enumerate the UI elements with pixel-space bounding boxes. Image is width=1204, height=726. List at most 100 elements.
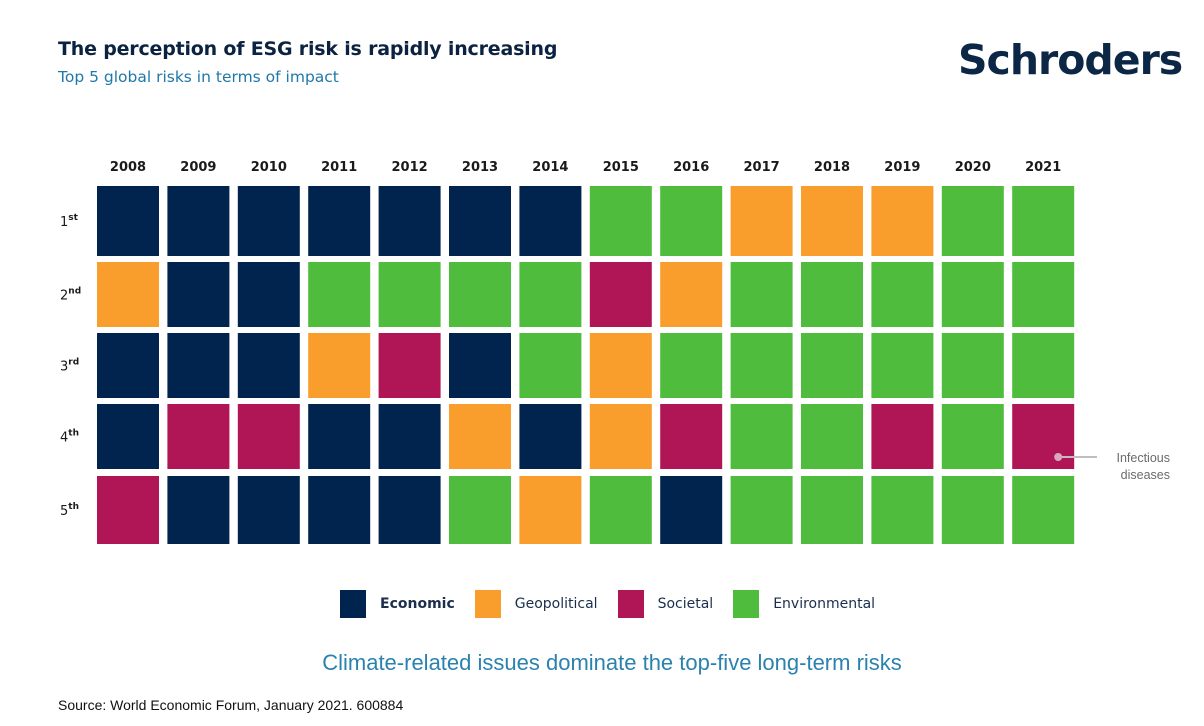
heatmap-cell bbox=[730, 404, 793, 469]
risk-heatmap: 2008 2009 2010 2011 2012 2013 2014 2015 2016 2017… bbox=[60, 160, 1170, 544]
heatmap-cell bbox=[941, 262, 1004, 327]
heatmap-cell bbox=[660, 476, 723, 544]
heatmap-cell bbox=[801, 186, 863, 256]
legend-swatch-economic bbox=[340, 590, 366, 618]
heatmap-cell bbox=[237, 186, 300, 256]
heatmap-cell bbox=[871, 333, 934, 398]
heatmap-cell bbox=[519, 404, 582, 469]
heatmap-cell bbox=[871, 404, 934, 469]
annotation-text: diseases bbox=[1121, 468, 1170, 482]
heatmap-cell bbox=[378, 404, 441, 469]
heatmap-cell bbox=[378, 262, 441, 327]
heatmap-cell bbox=[237, 333, 300, 398]
heatmap-cell bbox=[941, 186, 1004, 256]
heatmap-cell bbox=[871, 262, 934, 327]
heatmap-cell bbox=[308, 186, 371, 256]
legend-item-societal: Societal bbox=[617, 590, 714, 618]
legend-label-economic: Economic bbox=[380, 596, 455, 612]
heatmap-cell bbox=[308, 404, 371, 469]
tagline: Climate-related issues dominate the top-… bbox=[322, 650, 902, 675]
heatmap-cell bbox=[660, 262, 723, 327]
heatmap-cell bbox=[589, 186, 652, 256]
heatmap-cell bbox=[660, 186, 723, 256]
heatmap-cell bbox=[167, 262, 230, 327]
heatmap-cell bbox=[519, 476, 582, 544]
heatmap-cell bbox=[589, 476, 652, 544]
year-label: 2010 bbox=[251, 160, 287, 175]
heatmap-cell bbox=[1012, 262, 1075, 327]
source-note: Source: World Economic Forum, January 20… bbox=[58, 697, 404, 713]
heatmap-cell bbox=[519, 262, 582, 327]
heatmap-cell bbox=[519, 333, 582, 398]
heatmap-cell bbox=[97, 333, 159, 398]
heatmap-cell bbox=[449, 262, 511, 327]
heatmap-cell bbox=[1012, 186, 1075, 256]
heatmap-cell bbox=[801, 404, 863, 469]
rank-label: 5th bbox=[60, 502, 79, 519]
heatmap-cell bbox=[730, 333, 793, 398]
year-label: 2021 bbox=[1025, 160, 1061, 175]
heatmap-cell bbox=[237, 404, 300, 469]
legend-label-geopolitical: Geopolitical bbox=[514, 596, 598, 612]
schroders-logo: Schroders bbox=[958, 36, 1183, 84]
heatmap-cell bbox=[730, 262, 793, 327]
heatmap-cell bbox=[801, 476, 863, 544]
year-label: 2013 bbox=[462, 160, 498, 175]
annotation-marker bbox=[1054, 453, 1063, 461]
heatmap-cell bbox=[449, 186, 511, 256]
heatmap-cell bbox=[167, 404, 230, 469]
year-label: 2015 bbox=[603, 160, 639, 175]
legend-item-environmental: Environmental bbox=[733, 590, 875, 618]
year-label: 2020 bbox=[955, 160, 991, 175]
chart-subtitle: Top 5 global risks in terms of impact bbox=[58, 68, 339, 86]
legend: Economic Geopolitical Societal Environme… bbox=[340, 590, 895, 618]
rank-label: 2nd bbox=[60, 287, 81, 304]
legend-label-societal: Societal bbox=[657, 596, 714, 612]
heatmap-cell bbox=[237, 476, 300, 544]
year-label: 2008 bbox=[110, 160, 146, 175]
heatmap-cell bbox=[871, 476, 934, 544]
heatmap-cell bbox=[1012, 404, 1075, 469]
heatmap-cell bbox=[97, 476, 159, 544]
year-label: 2017 bbox=[744, 160, 780, 175]
heatmap-cell bbox=[1012, 333, 1075, 398]
year-label: 2019 bbox=[884, 160, 920, 175]
heatmap-cell bbox=[449, 333, 511, 398]
heatmap-cell bbox=[378, 333, 441, 398]
heatmap-cell bbox=[97, 404, 159, 469]
heatmap-cell bbox=[308, 333, 371, 398]
year-label: 2014 bbox=[532, 160, 568, 175]
heatmap-cell bbox=[97, 186, 159, 256]
heatmap-cell bbox=[97, 262, 159, 327]
heatmap-cell bbox=[660, 404, 723, 469]
heatmap-cell bbox=[519, 186, 582, 256]
heatmap-cell bbox=[167, 333, 230, 398]
year-label: 2012 bbox=[392, 160, 428, 175]
rank-label: 3rd bbox=[60, 358, 79, 375]
heatmap-cell bbox=[378, 186, 441, 256]
heatmap-cell bbox=[449, 476, 511, 544]
annotation-text: Infectious bbox=[1116, 451, 1170, 465]
heatmap-cell bbox=[167, 476, 230, 544]
heatmap-cell bbox=[308, 262, 371, 327]
heatmap-cell bbox=[308, 476, 371, 544]
heatmap-cell bbox=[589, 262, 652, 327]
year-label: 2016 bbox=[673, 160, 709, 175]
heatmap-cell bbox=[378, 476, 441, 544]
heatmap-cell bbox=[589, 404, 652, 469]
rank-label: 1st bbox=[60, 213, 79, 230]
legend-item-economic: Economic bbox=[340, 590, 455, 618]
legend-label-environmental: Environmental bbox=[773, 596, 876, 612]
heatmap-cell bbox=[801, 333, 863, 398]
heatmap-cell bbox=[1012, 476, 1075, 544]
rank-label: 4th bbox=[60, 429, 79, 446]
legend-swatch-societal bbox=[617, 590, 644, 618]
heatmap-cell bbox=[801, 262, 863, 327]
heatmap-cell bbox=[730, 186, 793, 256]
legend-swatch-geopolitical bbox=[474, 590, 501, 618]
heatmap-cell bbox=[730, 476, 793, 544]
year-label: 2011 bbox=[321, 160, 357, 175]
heatmap-cell bbox=[167, 186, 230, 256]
chart-title: The perception of ESG risk is rapidly in… bbox=[58, 38, 558, 60]
heatmap-cell bbox=[449, 404, 511, 469]
